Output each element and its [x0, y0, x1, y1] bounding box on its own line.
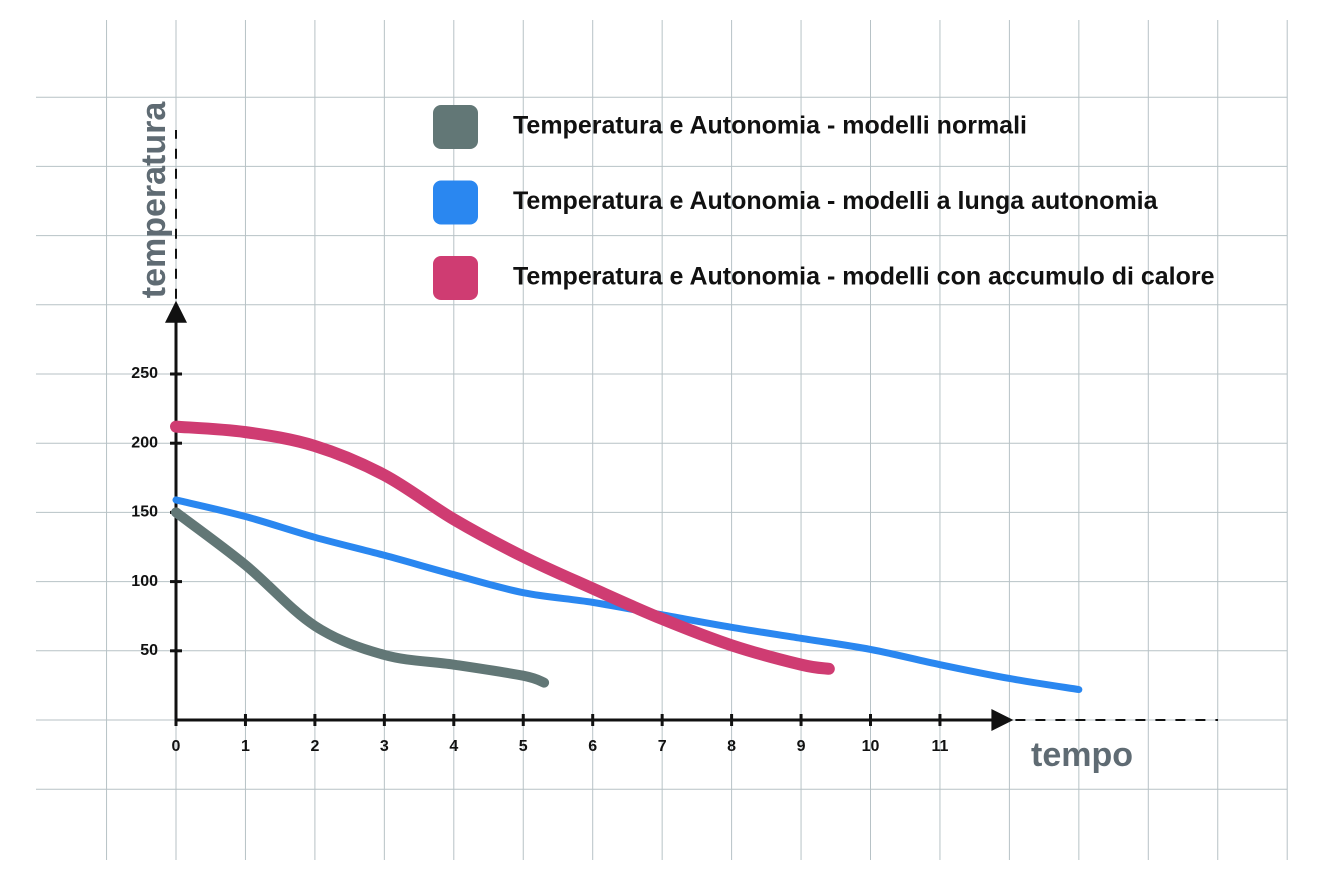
x-tick-label: 11 — [931, 738, 948, 755]
y-axis-title: temperatura — [135, 101, 173, 299]
x-tick-label: 8 — [727, 738, 736, 755]
x-tick-label: 6 — [588, 738, 597, 755]
y-tick-label: 100 — [131, 573, 158, 590]
x-tick-label: 4 — [449, 738, 458, 755]
x-tick-label: 7 — [658, 738, 667, 755]
series-line — [170, 420, 835, 675]
legend-label: Temperatura e Autonomia - modelli con ac… — [513, 263, 1215, 291]
legend-swatch — [433, 180, 478, 225]
legend-swatch — [433, 256, 478, 300]
x-tick-label: 9 — [797, 738, 806, 755]
legend-swatch — [433, 105, 478, 149]
y-tick-label: 150 — [131, 504, 158, 521]
y-tick-label: 50 — [140, 642, 158, 659]
series-line — [172, 496, 1083, 694]
x-tick-label: 0 — [172, 738, 181, 755]
x-tick-label: 2 — [310, 738, 319, 755]
y-tick-label: 250 — [131, 365, 158, 382]
x-tick-label: 1 — [241, 738, 250, 755]
y-tick-label: 200 — [131, 434, 158, 451]
y-axis-arrow — [165, 300, 187, 323]
x-tick-label: 3 — [380, 738, 389, 755]
plot: 0 1 2 3 4 5 6 7 8 9 10 11 50 100 150 200 250 Temperatura … — [131, 105, 1218, 755]
x-tick-label: 10 — [862, 738, 880, 755]
legend-label: Temperatura e Autonomia - modelli normal… — [513, 112, 1027, 140]
series-line — [171, 507, 550, 688]
background-grid — [36, 20, 1288, 860]
x-tick-label: 5 — [519, 738, 528, 755]
x-axis-title: tempo — [1031, 736, 1133, 774]
x-axis-arrow — [991, 709, 1014, 731]
legend-label: Temperatura e Autonomia - modelli a lung… — [513, 187, 1159, 215]
